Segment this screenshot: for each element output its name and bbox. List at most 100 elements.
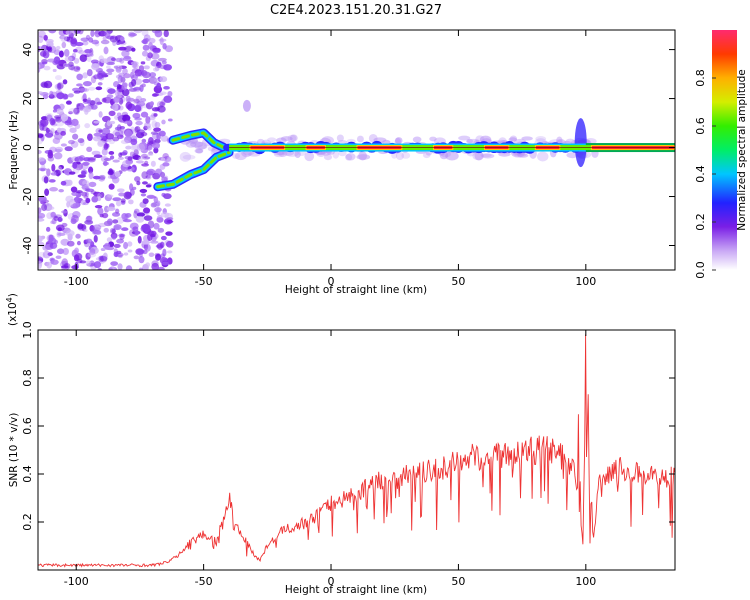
noise-blob bbox=[148, 37, 156, 44]
noise-blob bbox=[79, 155, 85, 161]
spec-x-tick-label: -100 bbox=[64, 275, 89, 288]
noise-blob bbox=[114, 171, 121, 178]
noise-blob bbox=[145, 116, 151, 124]
noise-blob bbox=[118, 152, 123, 158]
noise-blob bbox=[47, 252, 53, 257]
band-haze bbox=[391, 152, 398, 159]
colorbar-tick-label: 0.0 bbox=[694, 261, 707, 279]
noise-blob bbox=[65, 230, 75, 237]
noise-blob bbox=[97, 207, 104, 216]
noise-blob bbox=[167, 118, 173, 122]
noise-blob bbox=[99, 255, 108, 262]
noise-blob bbox=[133, 30, 143, 34]
noise-blob bbox=[123, 73, 131, 79]
noise-blob bbox=[165, 231, 173, 236]
noise-blob bbox=[81, 185, 89, 190]
noise-blob bbox=[112, 159, 120, 163]
band-haze bbox=[395, 137, 403, 144]
noise-blob bbox=[83, 228, 88, 233]
noise-blob bbox=[133, 87, 142, 91]
noise-blob bbox=[157, 105, 166, 113]
noise-blob bbox=[62, 79, 68, 85]
colorbar-ticks: 0.0 0.2 0.4 0.6 0.8 bbox=[694, 69, 716, 279]
upper-branch-core bbox=[171, 131, 226, 150]
noise-blob bbox=[38, 251, 46, 259]
noise-blob bbox=[138, 267, 144, 270]
noise-blob bbox=[134, 176, 141, 183]
noise-blob bbox=[133, 98, 140, 103]
noise-blob bbox=[73, 196, 80, 203]
noise-blob bbox=[104, 30, 111, 39]
noise-blob bbox=[159, 101, 166, 107]
noise-blob bbox=[86, 215, 93, 221]
noise-blob bbox=[133, 255, 140, 260]
noise-blob bbox=[68, 111, 73, 115]
noise-blob bbox=[108, 151, 115, 155]
noise-blob bbox=[136, 143, 146, 152]
noise-blob bbox=[106, 218, 113, 225]
noise-blob bbox=[108, 110, 116, 117]
noise-blob bbox=[156, 214, 163, 223]
noise-blob bbox=[65, 195, 74, 203]
noise-blob bbox=[122, 68, 128, 75]
noise-blob bbox=[153, 196, 158, 204]
noise-blob bbox=[124, 135, 132, 144]
noise-blob bbox=[53, 152, 63, 160]
noise-blob bbox=[80, 37, 90, 42]
noise-blob bbox=[50, 211, 56, 218]
spectrogram-marks bbox=[38, 30, 675, 270]
noise-blob bbox=[79, 54, 88, 63]
noise-blob bbox=[53, 216, 59, 221]
noise-blob bbox=[56, 169, 61, 177]
noise-blob bbox=[56, 248, 65, 255]
noise-blob bbox=[160, 235, 167, 241]
noise-blob bbox=[86, 54, 92, 63]
noise-blob bbox=[135, 120, 143, 126]
noise-blob bbox=[109, 227, 116, 234]
noise-blob bbox=[71, 118, 79, 127]
noise-blob bbox=[147, 233, 153, 241]
noise-blob bbox=[86, 133, 93, 141]
colorbar-label: Normalized spectral amplitude bbox=[736, 69, 748, 230]
spec-x-tick-label: 0 bbox=[328, 275, 335, 288]
noise-blob bbox=[145, 184, 152, 188]
noise-blob bbox=[133, 210, 138, 219]
noise-blob bbox=[142, 78, 151, 84]
noise-blob bbox=[142, 44, 150, 51]
band-haze bbox=[323, 154, 333, 161]
noise-blob bbox=[118, 192, 126, 197]
noise-blob bbox=[88, 181, 97, 188]
noise-blob bbox=[80, 162, 89, 170]
noise-blob bbox=[56, 92, 65, 100]
noise-blob bbox=[125, 95, 131, 103]
colorbar-tick-label: 0.2 bbox=[694, 213, 707, 231]
noise-blob bbox=[166, 156, 172, 163]
noise-blob bbox=[80, 199, 87, 206]
noise-blob bbox=[84, 108, 89, 115]
noise-blob bbox=[132, 186, 137, 190]
noise-blob bbox=[129, 222, 139, 230]
noise-blob bbox=[106, 237, 112, 243]
noise-blob bbox=[167, 90, 173, 97]
noise-blob bbox=[64, 146, 73, 152]
noise-blob bbox=[86, 99, 92, 104]
noise-blob bbox=[95, 86, 103, 91]
noise-blob bbox=[142, 181, 148, 185]
noise-blob bbox=[152, 49, 161, 54]
noise-blob bbox=[108, 183, 115, 190]
noise-blob bbox=[102, 161, 109, 166]
noise-blob bbox=[142, 70, 148, 79]
noise-blob bbox=[64, 63, 71, 67]
noise-blob bbox=[137, 235, 142, 244]
snr-y-tick-label: 0.4 bbox=[21, 465, 34, 483]
noise-blob bbox=[57, 82, 62, 91]
noise-blob bbox=[76, 83, 83, 87]
snr-y-tick-label: 0.6 bbox=[21, 417, 34, 435]
noise-blob bbox=[107, 170, 114, 176]
noise-blob bbox=[80, 87, 90, 93]
noise-blob bbox=[161, 176, 168, 182]
noise-blob bbox=[94, 204, 103, 209]
noise-blob bbox=[71, 52, 77, 60]
noise-blob bbox=[77, 138, 85, 144]
noise-blob bbox=[103, 227, 109, 233]
